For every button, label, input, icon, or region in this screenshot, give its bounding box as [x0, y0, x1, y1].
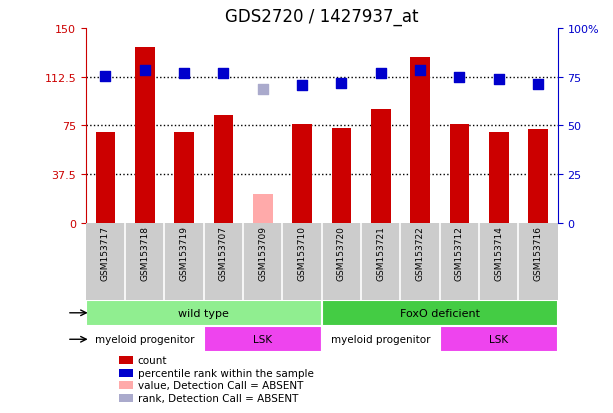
Text: myeloid progenitor: myeloid progenitor	[331, 335, 430, 344]
Bar	[214, 116, 234, 223]
Bar	[174, 133, 194, 223]
Text: GSM153707: GSM153707	[219, 226, 228, 280]
Bar	[119, 356, 133, 364]
Text: GSM153714: GSM153714	[494, 226, 503, 280]
Bar	[119, 394, 133, 401]
Bar	[86, 300, 322, 326]
Bar	[119, 369, 133, 377]
Text: myeloid progenitor: myeloid progenitor	[95, 335, 194, 344]
Point	[376, 71, 386, 78]
Bar	[371, 109, 390, 223]
Bar	[292, 125, 312, 223]
Title: GDS2720 / 1427937_at: GDS2720 / 1427937_at	[225, 8, 419, 26]
Text: GSM153710: GSM153710	[298, 226, 306, 280]
Text: GSM153717: GSM153717	[101, 226, 110, 280]
Bar	[528, 130, 548, 223]
Text: count: count	[138, 355, 167, 365]
Bar	[332, 129, 351, 223]
Bar	[440, 326, 558, 353]
Text: wild type: wild type	[178, 308, 229, 318]
Text: LSK: LSK	[489, 335, 508, 344]
Text: GSM153716: GSM153716	[534, 226, 543, 280]
Text: percentile rank within the sample: percentile rank within the sample	[138, 368, 314, 377]
Bar	[489, 133, 509, 223]
Bar	[135, 48, 154, 223]
Text: LSK: LSK	[253, 335, 272, 344]
Point	[101, 74, 110, 80]
Point	[140, 67, 150, 74]
Point	[415, 67, 425, 74]
Point	[337, 80, 346, 87]
Text: GSM153712: GSM153712	[455, 226, 464, 280]
Bar	[410, 57, 430, 223]
Text: GSM153720: GSM153720	[337, 226, 346, 280]
Point	[455, 75, 465, 81]
Text: value, Detection Call = ABSENT: value, Detection Call = ABSENT	[138, 380, 303, 390]
Bar	[204, 326, 322, 353]
Text: rank, Detection Call = ABSENT: rank, Detection Call = ABSENT	[138, 393, 298, 403]
Bar	[322, 326, 440, 353]
Bar	[86, 326, 204, 353]
Bar	[253, 195, 273, 223]
Bar	[450, 125, 470, 223]
Point	[297, 83, 307, 89]
Text: GSM153709: GSM153709	[258, 226, 267, 280]
Text: GSM153722: GSM153722	[416, 226, 425, 280]
Text: GSM153721: GSM153721	[376, 226, 386, 280]
Text: FoxO deficient: FoxO deficient	[400, 308, 480, 318]
Text: GSM153719: GSM153719	[180, 226, 189, 280]
Point	[179, 71, 189, 78]
Bar	[119, 381, 133, 389]
Text: GSM153718: GSM153718	[140, 226, 150, 280]
Bar	[96, 133, 115, 223]
Point	[219, 71, 229, 78]
Point	[533, 81, 543, 88]
Point	[494, 76, 504, 83]
Point	[258, 87, 268, 93]
Bar	[322, 300, 558, 326]
